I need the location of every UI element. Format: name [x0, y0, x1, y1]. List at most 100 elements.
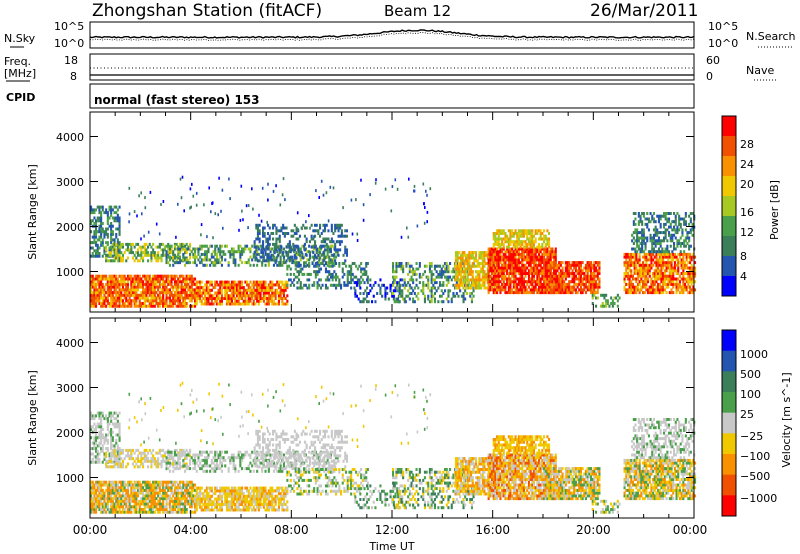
power-cell: [95, 299, 98, 303]
power-cell: [639, 231, 642, 235]
power-cell: [165, 304, 168, 308]
power-cell: [574, 274, 577, 278]
power-cell: [440, 283, 443, 287]
power-cell: [391, 294, 394, 298]
power-cell: [635, 285, 638, 289]
power-cell: [445, 262, 448, 265]
power-cell: [531, 274, 534, 278]
power-cell: [264, 288, 267, 292]
power-cell: [200, 291, 203, 295]
power-cell: [688, 239, 691, 243]
power-cell: [544, 252, 547, 256]
power-cell: [603, 304, 606, 308]
power-cell: [165, 293, 168, 297]
power-cell: [554, 272, 557, 275]
velocity-cell: [95, 497, 98, 501]
power-cell: [541, 288, 544, 292]
power-cell: [308, 240, 311, 244]
power-cell: [204, 299, 207, 303]
power-cell: [611, 304, 614, 308]
power-cell: [642, 255, 645, 259]
power-cell: [100, 285, 103, 289]
power-cell: [316, 286, 319, 290]
power-cell: [674, 231, 677, 235]
power-cell: [340, 240, 343, 244]
power-cell: [543, 250, 546, 254]
power-cell: [111, 277, 114, 281]
power-cell: [333, 255, 336, 259]
power-cell: [165, 277, 168, 281]
power-cell: [232, 255, 235, 259]
power-cell: [190, 205, 192, 209]
power-cell: [688, 236, 691, 240]
power-cell: [554, 269, 557, 273]
power-cell: [192, 261, 195, 265]
power-cell: [676, 225, 679, 229]
power-cell: [249, 288, 252, 292]
power-cell: [509, 232, 512, 235]
power-cell: [265, 237, 268, 241]
power-cell: [529, 255, 532, 259]
power-cell: [150, 259, 153, 263]
power-cell: [554, 285, 557, 289]
power-cell: [93, 238, 96, 242]
power-cell: [463, 272, 466, 276]
power-cell: [501, 250, 504, 254]
power-cell: [489, 285, 492, 289]
power-cell: [343, 281, 346, 285]
power-cell: [244, 291, 247, 295]
power-cell: [96, 254, 99, 258]
power-cell: [214, 297, 217, 300]
power-cell: [359, 292, 362, 295]
power-cell: [430, 297, 433, 301]
power-cell: [229, 286, 232, 290]
power-cell: [172, 274, 175, 278]
power-cell: [292, 234, 295, 238]
power-cell: [517, 258, 520, 262]
power-cell: [327, 237, 330, 241]
power-cell: [168, 274, 171, 278]
power-cell: [579, 272, 582, 275]
power-cell: [423, 202, 425, 206]
power-cell: [531, 277, 534, 281]
power-cell: [189, 242, 192, 246]
power-cell: [673, 252, 676, 256]
power-cell: [232, 283, 235, 287]
power-cell: [195, 203, 198, 207]
power-cell: [564, 282, 567, 286]
power-cell: [541, 242, 544, 246]
power-cell: [538, 272, 541, 275]
power-cell: [517, 252, 520, 256]
power-cell: [185, 277, 188, 281]
power-cell: [121, 277, 124, 281]
power-cell: [236, 286, 239, 290]
power-cell: [543, 288, 546, 292]
power-cell: [123, 251, 126, 255]
power-cell: [657, 258, 660, 262]
power-cell: [657, 288, 660, 292]
power-cell: [691, 228, 694, 232]
power-cell: [173, 293, 176, 297]
power-cell: [458, 264, 461, 268]
power-cell: [170, 293, 173, 297]
power-cell: [573, 285, 576, 289]
power-cell: [461, 270, 464, 274]
power-cell: [113, 259, 116, 263]
power-cell: [435, 281, 438, 285]
power-cell: [522, 232, 525, 235]
power-cell: [432, 286, 435, 290]
power-cell: [645, 266, 648, 270]
power-cell: [279, 286, 282, 290]
power-cell: [168, 293, 171, 297]
power-cell: [140, 191, 142, 195]
power-cell: [257, 291, 260, 295]
power-cell: [282, 232, 285, 235]
power-cell: [118, 227, 121, 231]
power-cell: [103, 304, 106, 308]
power-cell: [405, 294, 408, 298]
power-cell: [668, 252, 671, 256]
power-cell: [256, 234, 259, 238]
power-cell: [566, 266, 569, 270]
power-cell: [252, 263, 255, 267]
power-cell: [684, 214, 687, 218]
